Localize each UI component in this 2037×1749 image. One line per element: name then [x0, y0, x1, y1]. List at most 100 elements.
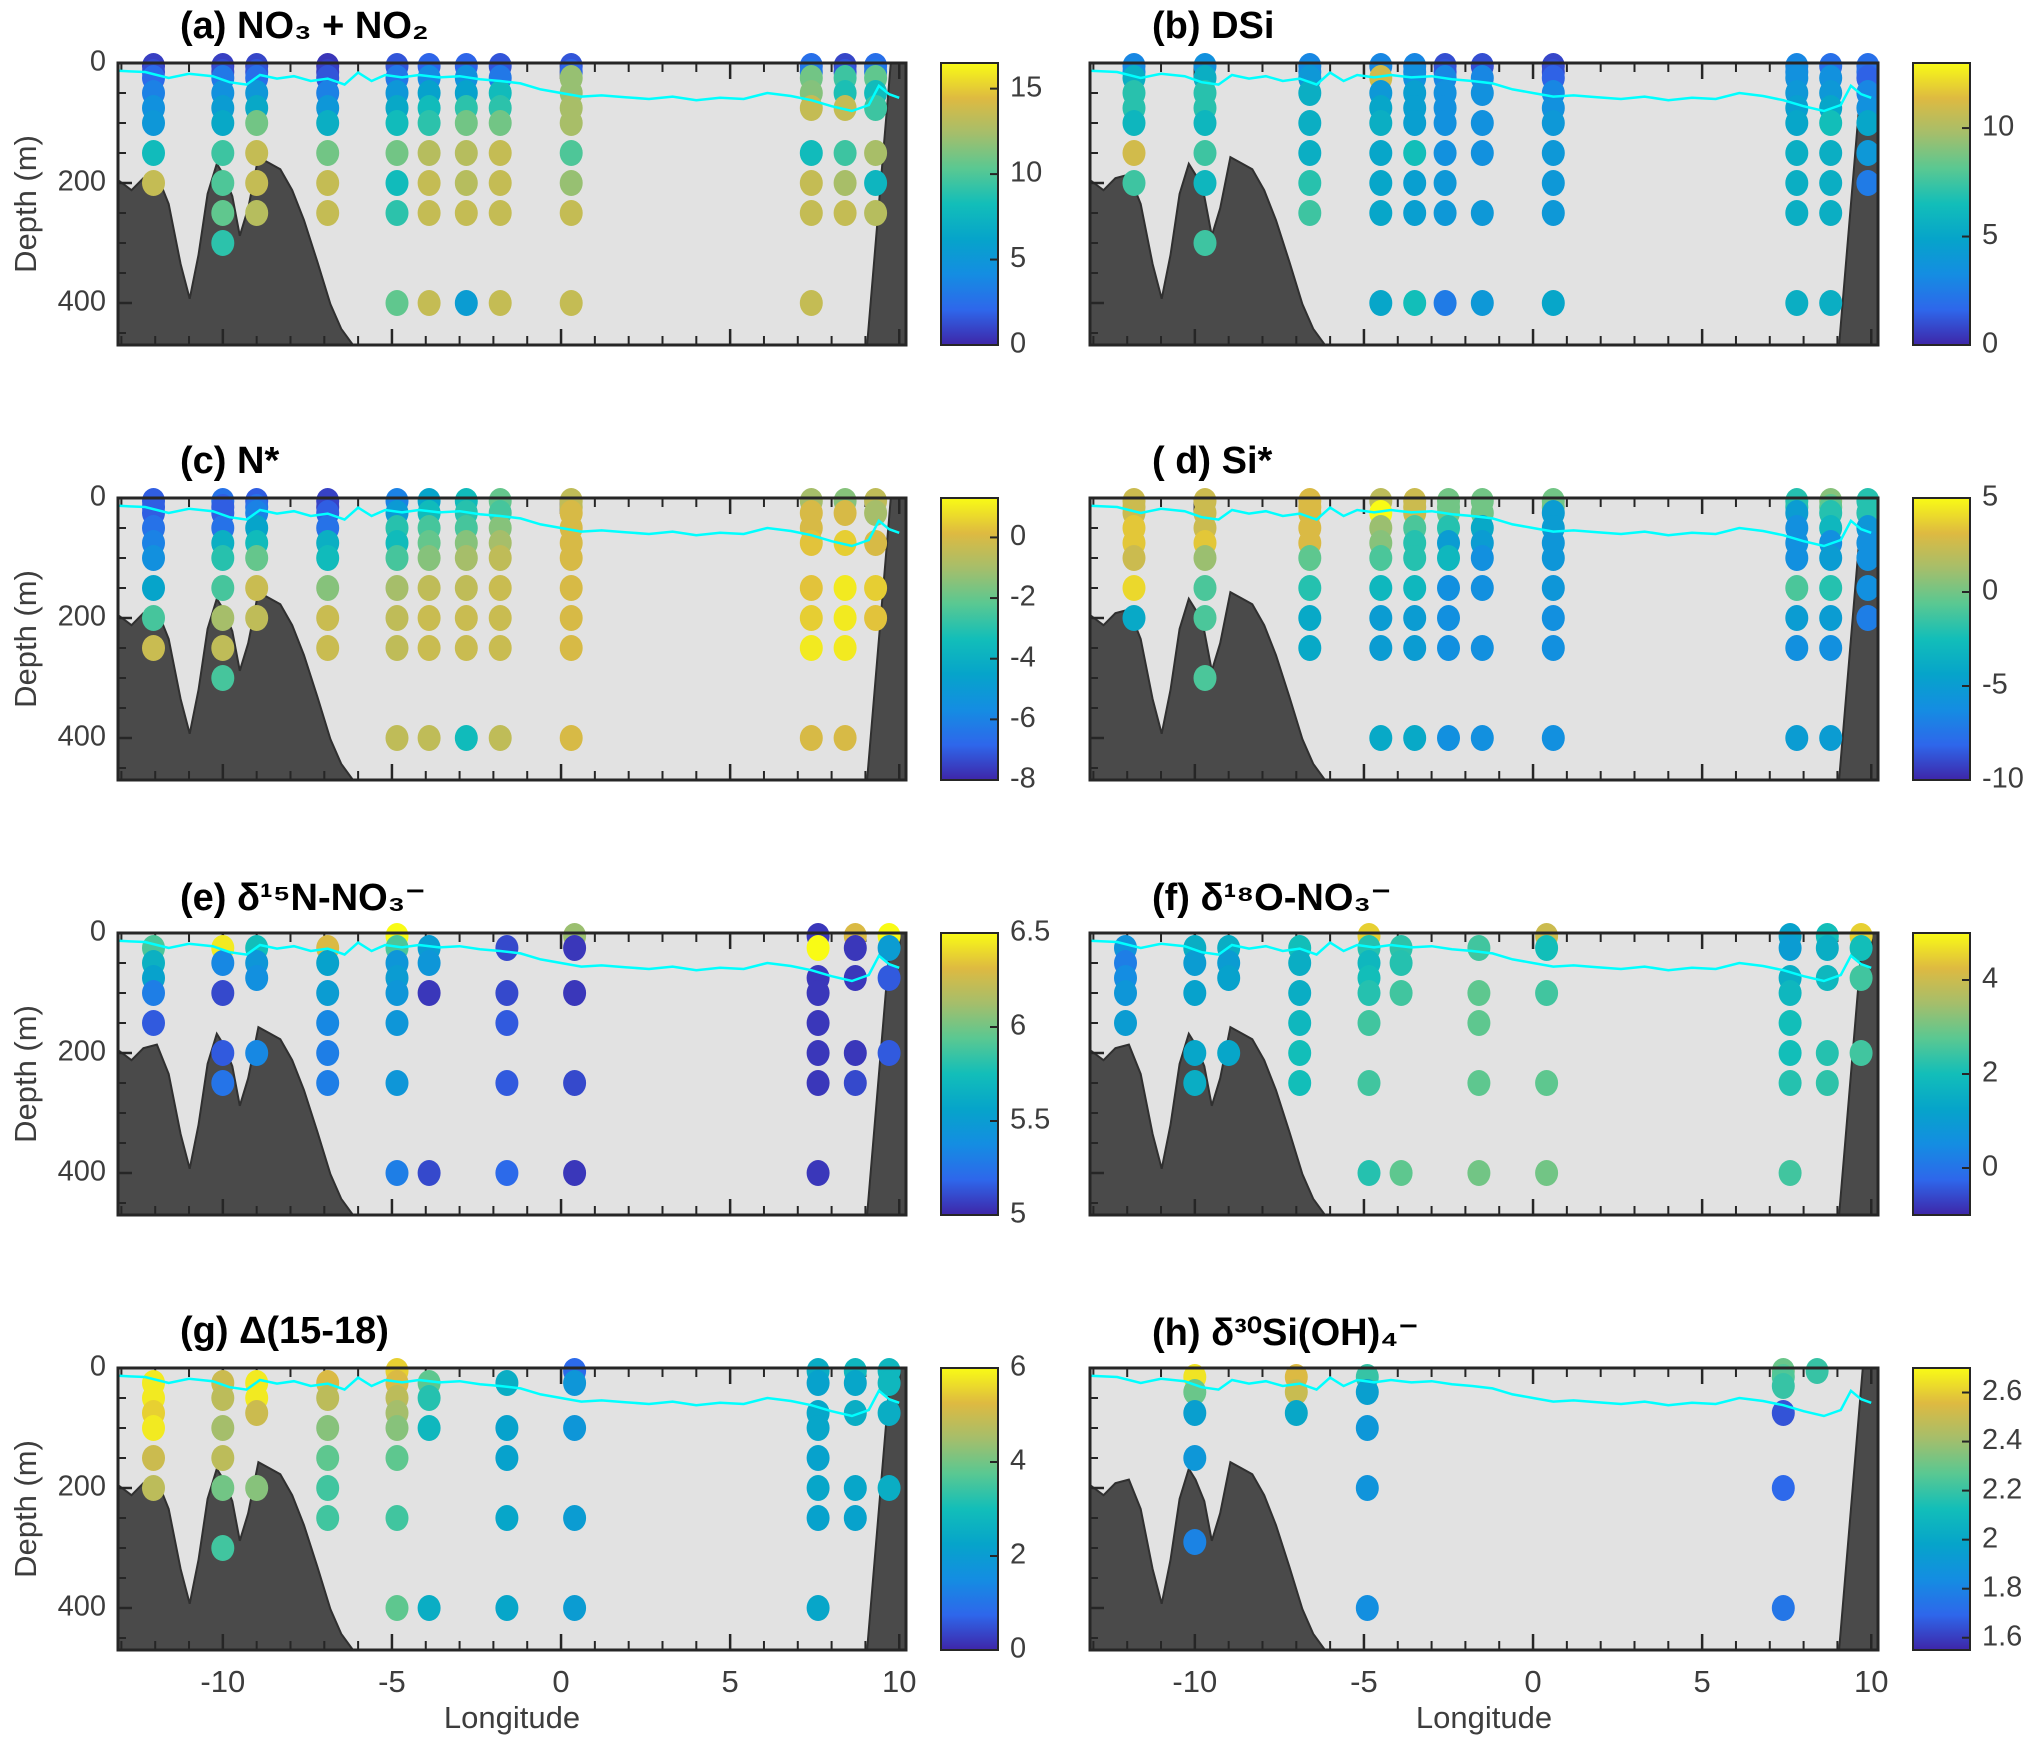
data-point: [417, 200, 441, 226]
data-point: [245, 545, 269, 571]
data-point: [1819, 140, 1843, 166]
data-point: [245, 170, 269, 196]
data-point: [211, 1445, 235, 1471]
colorbar-g: 6 4 2 0: [940, 1351, 1026, 1665]
data-point: [1193, 605, 1217, 631]
data-point: [385, 980, 409, 1006]
data-point: [563, 1370, 587, 1396]
colorbar-tick-label: 5: [1010, 242, 1026, 274]
data-point: [385, 1160, 409, 1186]
data-point: [806, 1475, 830, 1501]
data-points: [1114, 923, 1873, 1186]
data-point: [843, 1040, 867, 1066]
colorbar-tick-label: 4: [1010, 1445, 1026, 1477]
data-point: [1470, 290, 1494, 316]
panel-a-title: (a) NO₃ + NO₂: [180, 5, 429, 47]
data-point: [1193, 170, 1217, 196]
data-point: [211, 635, 235, 661]
x-tick-label: 5: [1694, 1664, 1711, 1699]
data-point: [1357, 1070, 1381, 1096]
data-point: [488, 290, 512, 316]
colorbar-tick-label: 5: [1010, 1198, 1026, 1230]
data-point: [833, 170, 857, 196]
data-point: [1183, 1379, 1207, 1405]
data-point: [806, 1595, 830, 1621]
axes-frame: [116, 931, 908, 1217]
colorbar-tick-label: -5: [1982, 669, 2008, 701]
data-point: [864, 575, 888, 601]
data-point: [488, 200, 512, 226]
mixed-layer-line: [1089, 69, 1872, 113]
data-point: [799, 200, 823, 226]
depth-axis-label-row2: Depth (m): [8, 570, 43, 708]
data-point: [1403, 545, 1427, 571]
colorbar-gradient: [1912, 62, 1971, 346]
data-point: [1819, 290, 1843, 316]
colorbar-gradient: [940, 932, 999, 1216]
data-point: [1771, 1595, 1795, 1621]
data-point: [1467, 935, 1491, 961]
colorbar-tick-label: 0: [1982, 575, 1998, 607]
data-point: [864, 140, 888, 166]
data-point: [559, 575, 583, 601]
data-point: [1357, 1160, 1381, 1186]
data-point: [1183, 980, 1207, 1006]
y-tick-label: 400: [58, 721, 106, 753]
data-point: [454, 110, 478, 136]
data-point: [316, 1415, 340, 1441]
mixed-layer-line: [1089, 939, 1872, 983]
data-point: [1122, 170, 1146, 196]
data-point: [211, 1535, 235, 1561]
data-point: [454, 575, 478, 601]
colorbar-tick-label: 1.8: [1982, 1571, 2022, 1603]
x-tick-label: 10: [882, 1664, 916, 1699]
data-point: [1183, 1529, 1207, 1555]
data-point: [1193, 665, 1217, 691]
colorbar-h: 2.6 2.4 2.2 2 1.8 1.6: [1912, 1367, 2022, 1652]
data-point: [488, 605, 512, 631]
data-point: [385, 635, 409, 661]
data-points: [142, 1358, 901, 1621]
colorbar-tick-label: 6: [1010, 1010, 1026, 1042]
depth-axis-label-row1: Depth (m): [8, 135, 43, 273]
data-point: [316, 1010, 340, 1036]
data-point: [843, 1400, 867, 1426]
colorbar-tick-label: -6: [1010, 702, 1036, 734]
data-point: [495, 1370, 519, 1396]
data-point: [454, 605, 478, 631]
data-point: [1298, 635, 1322, 661]
data-point: [1819, 200, 1843, 226]
longitude-axis-label-right: Longitude: [1415, 1700, 1553, 1735]
colorbar-tick-label: 2: [1982, 1522, 1998, 1554]
data-point: [488, 140, 512, 166]
data-point: [142, 605, 165, 631]
data-point: [1819, 635, 1843, 661]
mixed-layer-line: [117, 1374, 900, 1418]
data-point: [1541, 170, 1565, 196]
colorbar-gradient: [1912, 932, 1971, 1216]
data-point: [211, 545, 235, 571]
data-point: [1403, 110, 1427, 136]
data-point: [1535, 1160, 1559, 1186]
data-point: [1369, 140, 1393, 166]
data-points: [142, 488, 888, 751]
data-point: [385, 1445, 409, 1471]
colorbar-tick-label: 2: [1010, 1539, 1026, 1571]
data-point: [1785, 110, 1809, 136]
data-point: [806, 935, 830, 961]
data-point: [1369, 635, 1393, 661]
data-point: [1369, 545, 1393, 571]
data-point: [1470, 110, 1494, 136]
data-point: [142, 110, 165, 136]
data-point: [1183, 1070, 1207, 1096]
data-point: [1470, 575, 1494, 601]
panel-b: 10 5 0: [1088, 53, 2014, 360]
data-point: [563, 1505, 587, 1531]
panel-c: 0 200 400 0 -2 -4 -6 -8: [58, 481, 1036, 795]
data-point: [211, 170, 235, 196]
data-point: [385, 725, 409, 751]
data-point: [1778, 1040, 1802, 1066]
data-point: [454, 725, 478, 751]
data-point: [1355, 1379, 1379, 1405]
data-point: [1183, 1040, 1207, 1066]
